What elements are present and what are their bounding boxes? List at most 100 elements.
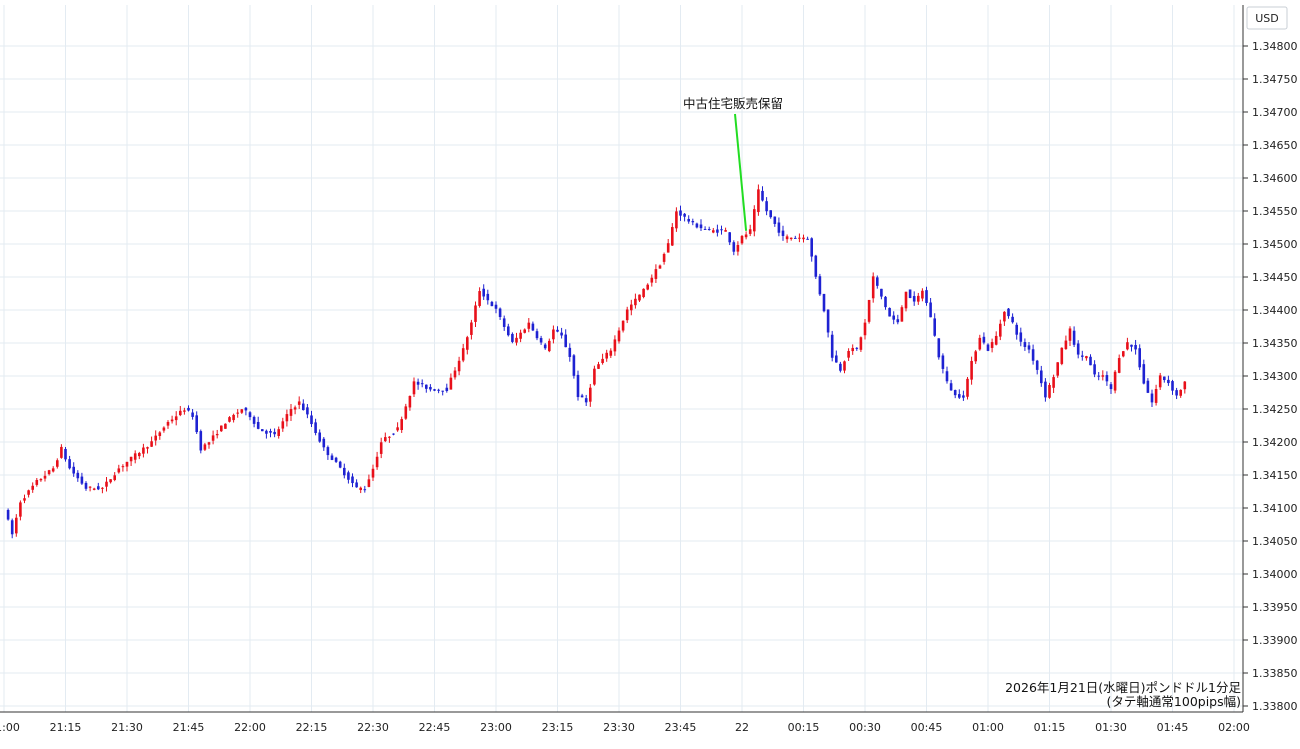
caption-line-2: (タテ軸通常100pips幅) [1107, 694, 1241, 709]
time-tick-label: 23:00 [480, 721, 512, 734]
candle-body [43, 475, 47, 479]
candle-body [835, 355, 838, 363]
candle-body [646, 284, 649, 290]
candle-body [1138, 348, 1141, 368]
candle-body [769, 210, 772, 218]
candle-body [1023, 342, 1027, 347]
candle-body [917, 295, 920, 302]
candle-body [929, 302, 932, 318]
candle-body [437, 389, 440, 391]
price-tick-label: 1.34300 [1252, 370, 1298, 383]
candle-body [228, 417, 231, 422]
candle-body [605, 352, 608, 359]
candle-body [1097, 375, 1100, 377]
candle-body [51, 468, 55, 472]
candle-body [420, 383, 424, 385]
candle-body [187, 407, 190, 411]
candle-body [179, 410, 182, 416]
candle-body [970, 360, 973, 380]
candle-body [101, 487, 104, 489]
candle-body [375, 456, 379, 468]
time-tick-label: 01:00 [972, 721, 1004, 734]
candle-body [56, 460, 59, 467]
candle-body [732, 242, 736, 252]
candle-body [490, 301, 494, 307]
candle-body [195, 415, 198, 433]
price-tick-label: 1.34350 [1252, 337, 1298, 350]
candle-body [174, 416, 178, 421]
grid-layer [0, 5, 1243, 712]
candle-body [494, 304, 498, 309]
candle-body [297, 401, 301, 405]
candle-body [1007, 308, 1010, 317]
time-tick-label: 23:15 [542, 721, 574, 734]
candle-body [1126, 342, 1129, 350]
candle-body [310, 415, 313, 425]
candle-body [556, 329, 559, 332]
candle-body [1076, 343, 1080, 355]
candle-body [6, 509, 10, 520]
candle-body [1068, 328, 1072, 341]
time-tick-label: 22:00 [234, 721, 266, 734]
candle-body [68, 459, 71, 469]
candle-body [543, 344, 547, 349]
candle-body [322, 438, 326, 448]
candle-body [839, 363, 842, 371]
candle-body [888, 307, 891, 317]
candle-body [396, 427, 399, 431]
candle-body [1101, 375, 1105, 377]
candle-body [363, 489, 367, 491]
candle-body [39, 478, 43, 481]
candle-body [142, 447, 145, 454]
candle-body [183, 410, 186, 412]
candle-body [617, 330, 621, 342]
candle-body [535, 331, 539, 339]
candle-body [1142, 364, 1146, 384]
candle-body [1134, 344, 1137, 350]
candle-body [302, 403, 305, 411]
candle-body [502, 318, 506, 327]
candle-body [830, 334, 834, 358]
candle-body [1044, 381, 1047, 398]
candle-body [847, 350, 850, 358]
time-tick-label: 01:15 [1034, 721, 1066, 734]
time-tick-label: 22:15 [296, 721, 328, 734]
candle-body [35, 479, 39, 485]
candle-body [248, 412, 252, 418]
candle-body [474, 305, 477, 322]
candle-body [191, 412, 194, 417]
candle-body [662, 253, 666, 262]
candle-body [515, 337, 518, 343]
candle-body [789, 237, 793, 240]
candle-body [781, 230, 785, 236]
candle-body [199, 431, 203, 451]
candle-body [1146, 380, 1150, 393]
candle-body [814, 255, 818, 277]
candle-body [642, 288, 645, 298]
candle-body [999, 323, 1002, 337]
annotation-arrow [734, 113, 748, 231]
candle-body [1015, 324, 1018, 335]
candle-body [470, 322, 473, 335]
price-tick-label: 1.34650 [1252, 139, 1298, 152]
time-tick-label: 02:00 [1218, 721, 1250, 734]
candle-body [634, 298, 637, 306]
time-tick-label: 01:30 [1095, 721, 1127, 734]
price-tick-label: 1.34450 [1252, 271, 1298, 284]
candle-body [609, 350, 613, 356]
candle-body [818, 276, 822, 295]
candle-body [64, 448, 67, 460]
candle-body [703, 228, 707, 230]
candle-body [306, 407, 309, 415]
candle-body [716, 229, 719, 233]
candle-body [720, 229, 723, 231]
candle-body [933, 318, 936, 336]
candle-body [240, 409, 244, 413]
candle-body [810, 238, 813, 257]
candle-body [334, 457, 338, 462]
candle-body [138, 452, 141, 457]
candle-body [597, 364, 600, 369]
candle-body [757, 189, 760, 213]
time-tick-label: 21:30 [111, 721, 143, 734]
price-tick-label: 1.34100 [1252, 502, 1298, 515]
